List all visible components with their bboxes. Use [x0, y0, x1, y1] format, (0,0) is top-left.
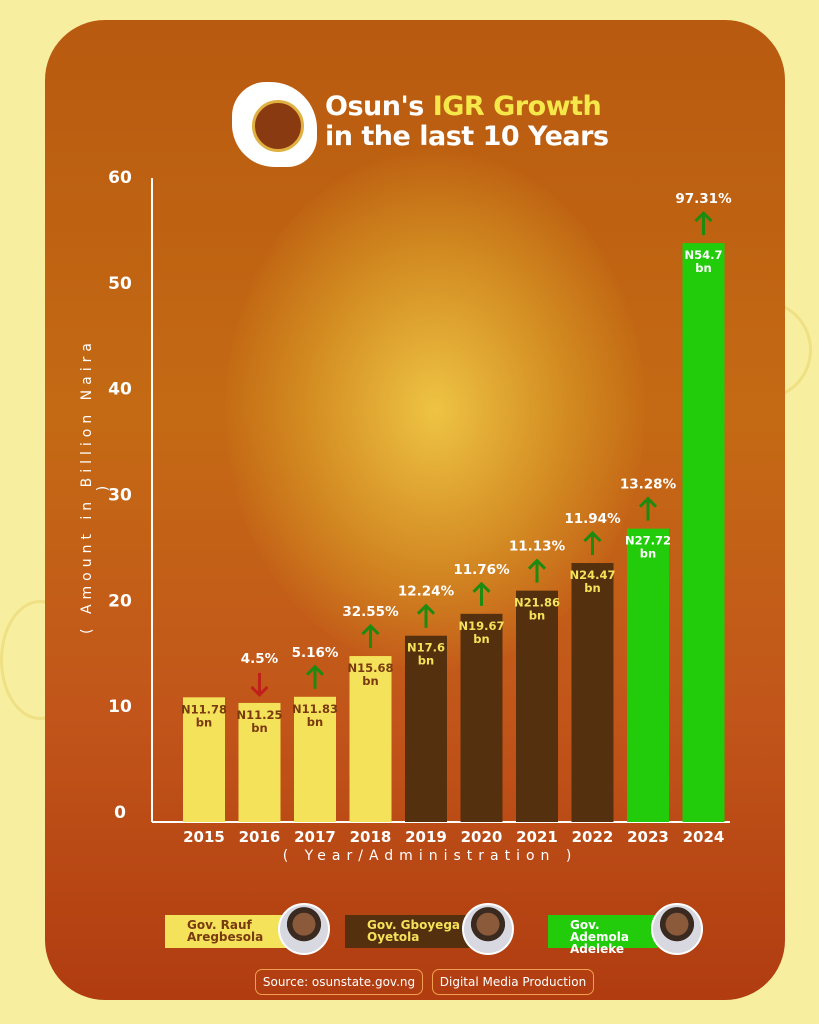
arrow-head-icon: [527, 558, 547, 570]
governor-avatar: [462, 903, 514, 955]
bar-value-unit: bn: [473, 632, 489, 646]
bar-value-label: N11.25: [237, 708, 283, 722]
bar-value-label: N21.86: [514, 596, 560, 610]
change-label: 11.94%: [564, 511, 621, 527]
legend-adeleke: Gov. Ademola Adeleke: [548, 915, 658, 955]
bar-value-unit: bn: [695, 261, 711, 275]
bar-value-unit: bn: [418, 654, 434, 668]
bar-2023: [627, 528, 669, 822]
change-label: 4.5%: [241, 651, 279, 667]
x-tick-label: 2016: [239, 828, 281, 846]
title-highlight: IGR Growth: [432, 91, 602, 122]
y-tick-label: 0: [114, 803, 126, 823]
bar-2018: [349, 656, 392, 822]
x-tick-label: 2023: [627, 828, 669, 846]
bar-2015: [183, 697, 225, 822]
x-tick-label: 2017: [294, 828, 336, 846]
bar-value-label: N54.7: [685, 248, 723, 262]
change-label: 12.24%: [398, 584, 455, 600]
legend-name: Gov. Rauf: [187, 918, 252, 932]
state-seal-icon: [252, 100, 304, 152]
credit-badge: Digital Media Production: [432, 969, 594, 995]
x-tick-label: 2024: [683, 828, 725, 846]
bar-value-label: N15.68: [348, 661, 394, 675]
legend-name: Gov. Gboyega: [367, 918, 461, 932]
bar-2016: [238, 702, 281, 822]
arrow-head-icon: [472, 581, 491, 593]
x-tick-label: 2015: [183, 828, 225, 846]
x-tick-label: 2020: [461, 828, 503, 846]
x-tick-label: 2019: [405, 828, 447, 846]
legend-aregbesola: Gov. Rauf Aregbesola: [165, 915, 293, 948]
y-tick-label: 50: [108, 274, 132, 294]
y-tick-label: 10: [108, 697, 132, 717]
x-tick-label: 2018: [350, 828, 392, 846]
y-tick-label: 30: [108, 486, 132, 506]
bar-value-unit: bn: [584, 581, 600, 595]
governor-avatar: [278, 903, 330, 955]
bar-2024: [682, 243, 725, 822]
change-label: 97.31%: [675, 191, 732, 207]
change-label: 11.76%: [453, 562, 510, 578]
change-label: 32.55%: [342, 604, 399, 620]
x-tick-label: 2022: [572, 828, 614, 846]
title-part1: Osun's: [325, 91, 433, 122]
y-axis-label: ( Amount in Billion Naira ): [79, 338, 111, 634]
legend-name: Gov. Ademola: [570, 918, 629, 944]
title-line2: in the last 10 Years: [325, 121, 609, 152]
bar-value-label: N17.6: [407, 641, 445, 655]
bar-2019: [405, 635, 447, 822]
bar-2020: [460, 613, 503, 822]
x-tick-label: 2021: [516, 828, 558, 846]
bar-value-label: N27.72: [625, 534, 671, 548]
arrow-head-icon: [416, 603, 436, 615]
legend-oyetola: Gov. Gboyega Oyetola: [345, 915, 470, 948]
legend-name: Oyetola: [367, 930, 420, 944]
bar-value-label: N24.47: [570, 568, 616, 582]
legend-name: Aregbesola: [187, 930, 264, 944]
arrow-head-icon: [638, 496, 658, 508]
governor-avatar: [651, 903, 703, 955]
bar-value-unit: bn: [251, 721, 267, 735]
x-axis-label: ( Year/Administration ): [282, 848, 578, 864]
arrow-head-icon: [250, 685, 269, 698]
bar-value-unit: bn: [640, 547, 656, 561]
bar-value-unit: bn: [362, 674, 378, 688]
bar-value-unit: bn: [196, 715, 212, 729]
bar-value-label: N11.83: [292, 702, 338, 716]
bar-2022: [571, 563, 614, 822]
osun-map-logo: [232, 82, 317, 167]
change-label: 11.13%: [509, 539, 566, 555]
arrow-head-icon: [694, 210, 713, 223]
y-tick-label: 60: [108, 168, 132, 188]
arrow-head-icon: [305, 664, 325, 676]
legend-name: Adeleke: [570, 942, 625, 956]
bar-value-unit: bn: [307, 715, 323, 729]
bar-2021: [516, 590, 558, 822]
bar-value-unit: bn: [529, 609, 545, 623]
change-label: 5.16%: [292, 645, 339, 661]
bar-value-label: N19.67: [459, 619, 505, 633]
y-tick-label: 20: [108, 591, 132, 611]
bar-value-label: N11.78: [181, 702, 227, 716]
page-title: Osun's IGR Growth in the last 10 Years: [325, 92, 609, 152]
y-tick-label: 40: [108, 380, 132, 400]
source-badge: Source: osunstate.gov.ng: [255, 969, 423, 995]
change-label: 13.28%: [620, 477, 677, 493]
arrow-head-icon: [583, 530, 602, 543]
bar-2017: [294, 696, 336, 822]
arrow-head-icon: [361, 623, 380, 636]
